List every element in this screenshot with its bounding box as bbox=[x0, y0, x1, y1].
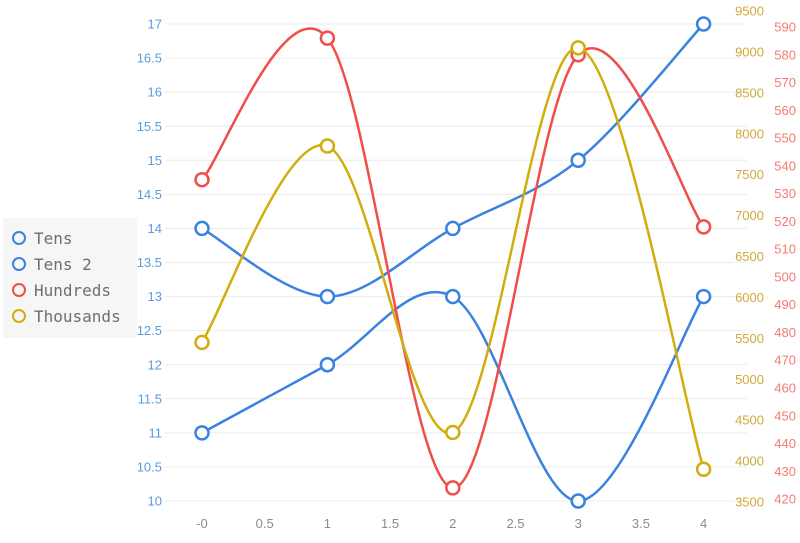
y-axis-left-tick-label: 15.5 bbox=[137, 119, 162, 134]
data-point-thousands[interactable] bbox=[570, 40, 586, 56]
y-axis-hundreds-tick-label: 450 bbox=[774, 408, 796, 423]
legend-item-thousands[interactable]: Thousands bbox=[12, 303, 137, 329]
legend-item-tens[interactable]: Tens bbox=[12, 225, 137, 251]
data-point-hundreds[interactable] bbox=[194, 171, 210, 188]
series-marker-icon bbox=[12, 231, 26, 245]
series-marker-icon bbox=[12, 283, 26, 297]
x-axis-tick-label: -0 bbox=[196, 516, 208, 531]
y-axis-thousands-tick-label: 9500 bbox=[735, 4, 764, 19]
data-point-tens[interactable] bbox=[319, 356, 336, 373]
y-axis-left-tick-label: 13 bbox=[148, 289, 162, 304]
data-point-tens-2[interactable] bbox=[695, 16, 712, 32]
y-axis-hundreds-tick-label: 500 bbox=[774, 269, 796, 284]
x-axis-tick-label: 3 bbox=[575, 516, 582, 531]
x-axis-tick-label: 2.5 bbox=[506, 516, 524, 531]
y-axis-thousands-tick-label: 5500 bbox=[735, 331, 764, 346]
y-axis-thousands-tick-label: 4500 bbox=[735, 413, 764, 428]
y-axis-thousands-tick-label: 8000 bbox=[735, 126, 764, 141]
data-point-hundreds[interactable] bbox=[319, 30, 336, 46]
y-axis-hundreds-tick-label: 560 bbox=[774, 103, 796, 118]
y-axis-hundreds-tick-label: 530 bbox=[774, 186, 796, 201]
y-axis-left-tick-label: 14 bbox=[148, 221, 162, 236]
y-axis-hundreds-tick-label: 550 bbox=[774, 131, 796, 146]
y-axis-hundreds-tick-label: 490 bbox=[774, 297, 796, 312]
y-axis-thousands-tick-label: 7000 bbox=[735, 208, 764, 223]
y-axis-thousands-tick-label: 3500 bbox=[735, 495, 764, 510]
y-axis-thousands-tick-label: 7500 bbox=[735, 167, 764, 182]
legend-item-label: Tens bbox=[34, 228, 73, 248]
legend-item-label: Thousands bbox=[34, 306, 121, 326]
series-marker-icon bbox=[12, 309, 26, 323]
data-point-tens-2[interactable] bbox=[194, 220, 210, 237]
y-axis-hundreds-tick-label: 570 bbox=[774, 75, 796, 90]
y-axis-left-tick-label: 13.5 bbox=[137, 255, 162, 270]
data-point-tens[interactable] bbox=[445, 288, 461, 305]
y-axis-thousands-tick-label: 9000 bbox=[735, 44, 764, 59]
legend-item-hundreds[interactable]: Hundreds bbox=[12, 277, 137, 303]
data-point-thousands[interactable] bbox=[194, 334, 210, 351]
y-axis-left-tick-label: 10 bbox=[148, 494, 162, 509]
data-point-thousands[interactable] bbox=[319, 138, 336, 154]
y-axis-hundreds-tick-label: 430 bbox=[774, 464, 796, 479]
x-axis-tick-label: 1.5 bbox=[381, 516, 399, 531]
chart-legend: Tens Tens 2 Hundreds Thousands bbox=[3, 218, 137, 338]
data-point-tens-2[interactable] bbox=[445, 220, 461, 237]
y-axis-left-tick-label: 10.5 bbox=[137, 459, 162, 474]
y-axis-hundreds-tick-label: 580 bbox=[774, 47, 796, 62]
y-axis-left-tick-label: 11 bbox=[149, 425, 163, 440]
y-axis-left-tick-label: 14.5 bbox=[137, 187, 162, 202]
data-point-tens-2[interactable] bbox=[570, 152, 586, 169]
series-marker-icon bbox=[12, 257, 26, 271]
y-axis-thousands-tick-label: 8500 bbox=[735, 85, 764, 100]
y-axis-hundreds-tick-label: 540 bbox=[774, 158, 796, 173]
y-axis-thousands-tick-label: 6500 bbox=[735, 249, 764, 264]
x-axis-tick-label: 1 bbox=[324, 516, 331, 531]
data-point-tens[interactable] bbox=[695, 288, 712, 305]
y-axis-thousands-tick-label: 6000 bbox=[735, 290, 764, 305]
series-line-hundreds bbox=[201, 27, 705, 490]
y-axis-hundreds-tick-label: 460 bbox=[774, 380, 796, 395]
x-axis-tick-label: 2 bbox=[449, 516, 456, 531]
y-axis-left-tick-label: 12.5 bbox=[137, 323, 162, 338]
y-axis-thousands-tick-label: 5000 bbox=[735, 372, 764, 387]
data-point-hundreds[interactable] bbox=[445, 480, 461, 496]
legend-item-tens-2[interactable]: Tens 2 bbox=[12, 251, 137, 277]
y-axis-hundreds-tick-label: 470 bbox=[774, 353, 796, 368]
y-axis-left-tick-label: 16.5 bbox=[137, 51, 162, 66]
y-axis-left-tick-label: 17 bbox=[148, 17, 162, 32]
legend-item-label: Tens 2 bbox=[34, 254, 92, 274]
y-axis-hundreds-tick-label: 520 bbox=[774, 214, 796, 229]
data-point-thousands[interactable] bbox=[445, 424, 461, 441]
y-axis-thousands-tick-label: 4000 bbox=[735, 454, 764, 469]
y-axis-hundreds-tick-label: 590 bbox=[774, 20, 796, 35]
data-point-thousands[interactable] bbox=[695, 461, 712, 478]
series-line-thousands bbox=[200, 46, 705, 470]
y-axis-left-tick-label: 16 bbox=[148, 85, 162, 100]
data-point-tens-2[interactable] bbox=[319, 288, 336, 305]
y-axis-left-tick-label: 15 bbox=[148, 153, 162, 168]
x-axis-tick-label: 3.5 bbox=[632, 516, 650, 531]
y-axis-left-tick-label: 11.5 bbox=[138, 391, 162, 406]
x-axis-tick-label: 4 bbox=[700, 516, 707, 531]
y-axis-hundreds-tick-label: 510 bbox=[774, 242, 796, 257]
x-axis-tick-label: 0.5 bbox=[256, 516, 274, 531]
data-point-tens[interactable] bbox=[570, 493, 586, 509]
y-axis-hundreds-tick-label: 480 bbox=[774, 325, 796, 340]
series-line-tens bbox=[201, 290, 705, 503]
legend-item-label: Hundreds bbox=[34, 280, 112, 300]
y-axis-hundreds-tick-label: 440 bbox=[774, 436, 796, 451]
data-point-tens[interactable] bbox=[194, 425, 210, 441]
data-point-hundreds[interactable] bbox=[695, 219, 712, 235]
y-axis-left-tick-label: 12 bbox=[148, 357, 162, 372]
y-axis-hundreds-tick-label: 420 bbox=[774, 492, 796, 507]
